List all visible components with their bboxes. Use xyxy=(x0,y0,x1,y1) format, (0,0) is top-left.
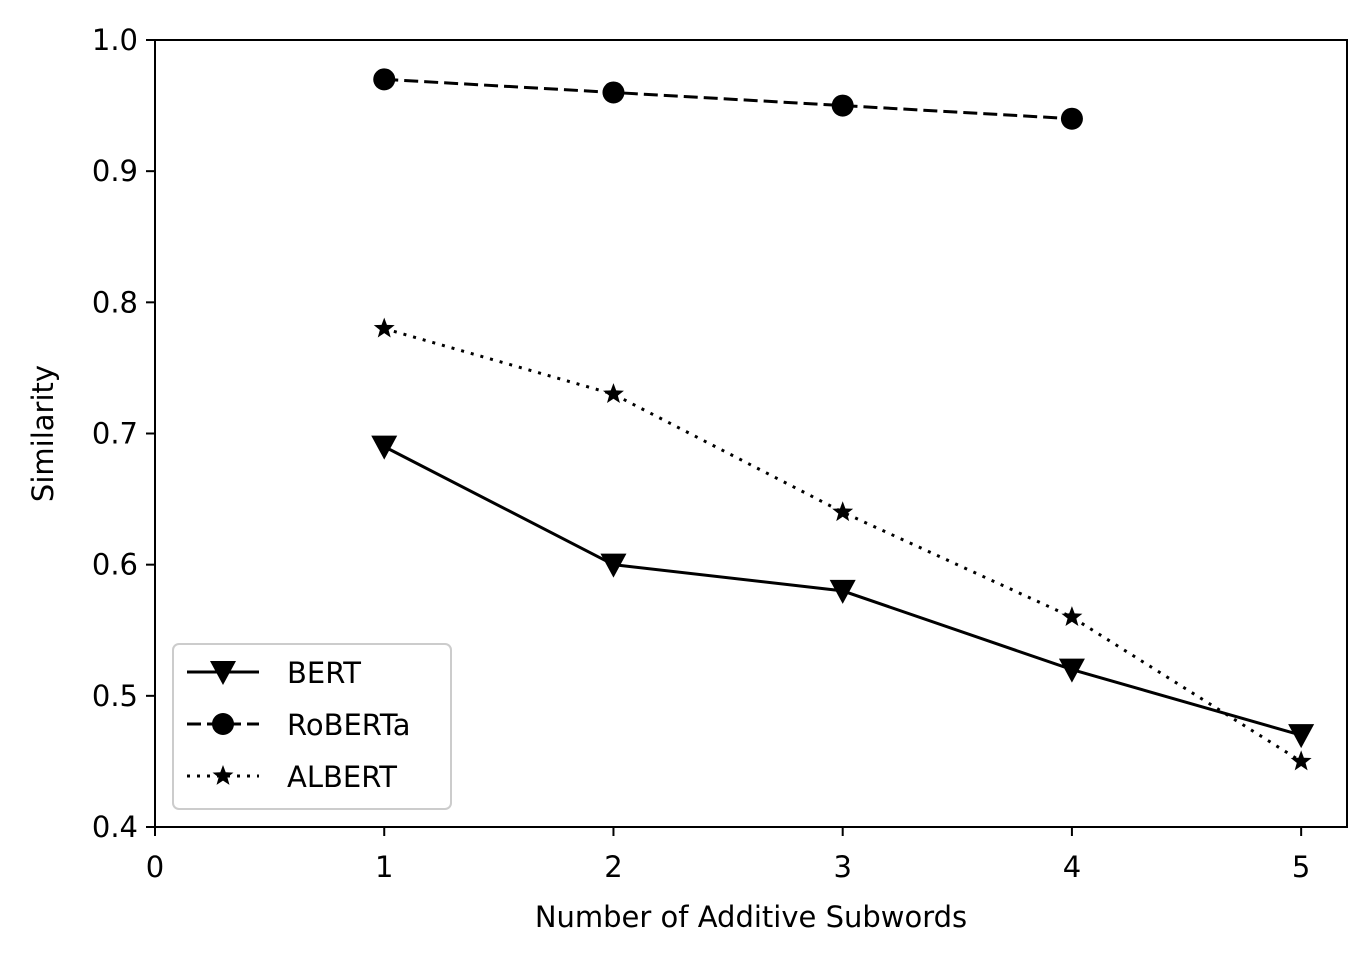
data-point-albert xyxy=(603,383,624,404)
legend-marker-bert xyxy=(210,661,236,685)
y-tick-label: 0.5 xyxy=(92,679,138,713)
y-tick-label: 0.6 xyxy=(92,548,138,582)
data-point-bert xyxy=(829,579,856,604)
x-tick-label: 1 xyxy=(375,850,393,884)
legend-marker-albert xyxy=(212,765,234,785)
legend: BERT RoBERTa ALBERT xyxy=(172,643,452,810)
x-tick-label: 3 xyxy=(833,850,851,884)
y-axis-label: Similarity xyxy=(26,365,60,502)
legend-label-bert: BERT xyxy=(287,656,361,690)
legend-label-roberta: RoBERTa xyxy=(287,708,411,742)
legend-label-albert: ALBERT xyxy=(287,760,397,794)
y-tick-label: 0.4 xyxy=(92,810,138,844)
y-tick-label: 0.9 xyxy=(92,154,138,188)
data-point-albert xyxy=(832,501,854,522)
data-point-albert xyxy=(1061,606,1083,627)
data-point-bert xyxy=(1288,724,1315,749)
data-point-roberta xyxy=(1060,107,1083,130)
x-tick-label: 2 xyxy=(604,850,622,884)
data-point-bert xyxy=(371,435,398,460)
legend-box xyxy=(172,643,452,810)
x-tick-label: 4 xyxy=(1063,850,1081,884)
y-tick-label: 0.7 xyxy=(92,417,138,451)
y-tick-label: 1.0 xyxy=(92,23,138,57)
data-point-roberta xyxy=(831,94,854,117)
series-line-roberta xyxy=(384,77,1073,121)
data-point-roberta xyxy=(373,68,396,91)
y-tick-label: 0.8 xyxy=(92,285,138,319)
x-tick-label: 5 xyxy=(1292,850,1310,884)
x-axis: 0 1 2 3 4 5 xyxy=(146,827,1310,884)
series-bert xyxy=(371,435,1315,749)
series-roberta xyxy=(373,68,1083,130)
data-point-bert xyxy=(600,553,627,578)
x-axis-label: Number of Additive Subwords xyxy=(535,900,967,934)
data-point-albert xyxy=(373,317,395,338)
y-axis: 0.4 0.5 0.6 0.7 0.8 0.9 1.0 xyxy=(92,23,155,844)
data-point-albert xyxy=(1290,750,1312,771)
series-layer xyxy=(371,68,1315,771)
data-point-roberta xyxy=(602,81,625,104)
data-point-bert xyxy=(1058,658,1085,683)
x-tick-label: 0 xyxy=(146,850,164,884)
legend-marker-roberta xyxy=(212,713,234,735)
series-albert xyxy=(373,317,1312,771)
